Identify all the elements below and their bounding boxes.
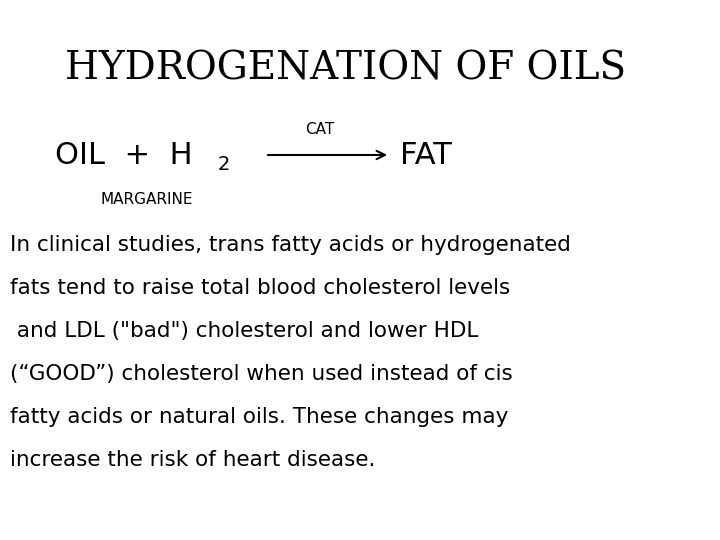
Text: In clinical studies, trans fatty acids or hydrogenated: In clinical studies, trans fatty acids o… [10,235,571,255]
Text: fats tend to raise total blood cholesterol levels: fats tend to raise total blood cholester… [10,278,510,298]
Text: HYDROGENATION OF OILS: HYDROGENATION OF OILS [65,50,626,87]
Text: CAT: CAT [305,122,334,137]
Text: fatty acids or natural oils. These changes may: fatty acids or natural oils. These chang… [10,407,508,427]
Text: FAT: FAT [400,140,451,170]
Text: (“GOOD”) cholesterol when used instead of cis: (“GOOD”) cholesterol when used instead o… [10,364,513,384]
Text: OIL  +  H: OIL + H [55,140,193,170]
Text: MARGARINE: MARGARINE [100,192,192,207]
Text: and LDL ("bad") cholesterol and lower HDL: and LDL ("bad") cholesterol and lower HD… [10,321,478,341]
Text: increase the risk of heart disease.: increase the risk of heart disease. [10,450,375,470]
Text: 2: 2 [218,156,230,174]
